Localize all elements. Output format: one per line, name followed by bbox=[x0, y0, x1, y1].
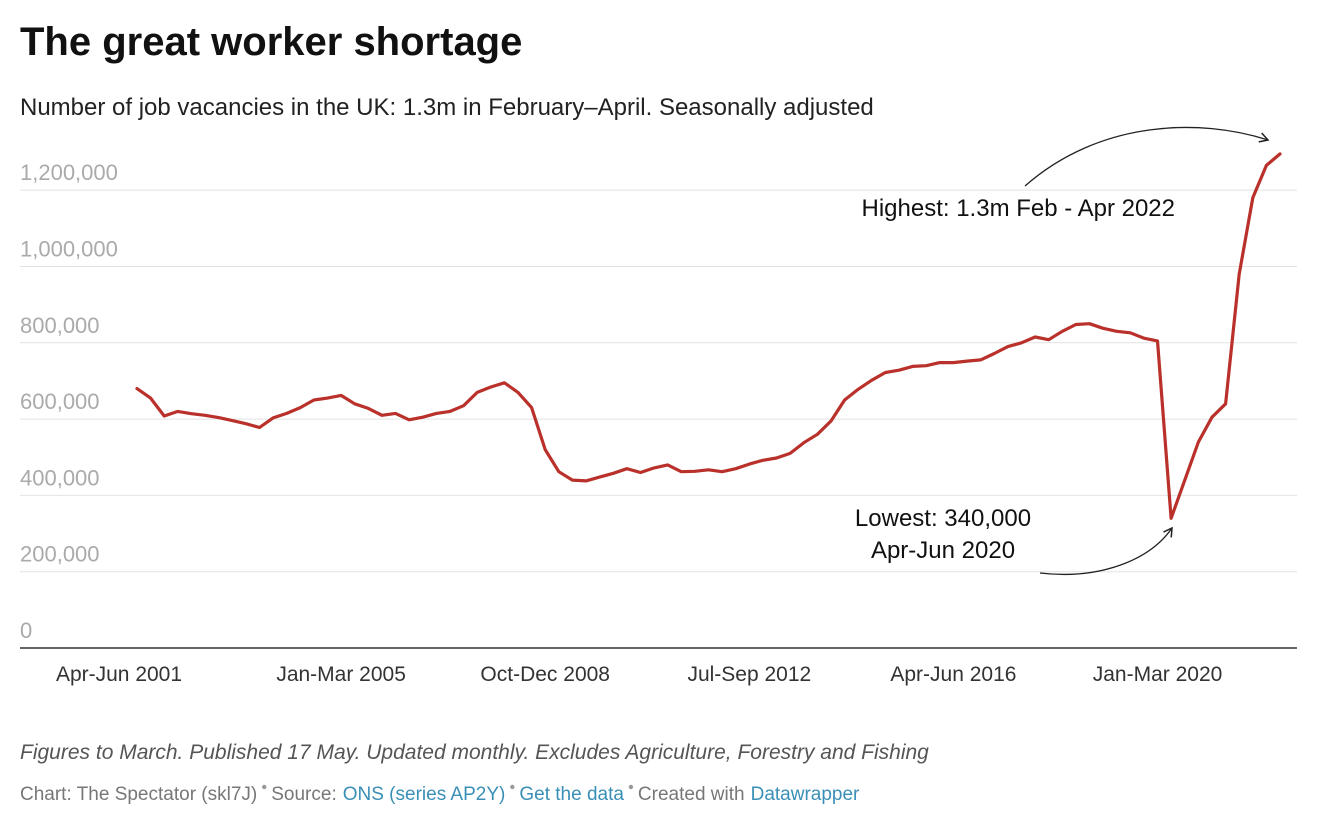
y-tick-label: 1,000,000 bbox=[20, 236, 118, 261]
credit-link[interactable]: ONS (series AP2Y) bbox=[343, 784, 506, 805]
y-tick-label: 600,000 bbox=[20, 389, 100, 414]
credit-text: Chart: The Spectator (skl7J) bbox=[20, 784, 257, 805]
credit-link[interactable]: Get the data bbox=[519, 784, 624, 805]
plot bbox=[135, 152, 1282, 520]
y-tick-label: 200,000 bbox=[20, 542, 100, 567]
annotation-high: Highest: 1.3m Feb - Apr 2022 bbox=[862, 195, 1176, 222]
x-tick-label: Oct-Dec 2008 bbox=[480, 663, 610, 686]
credit-link[interactable]: Datawrapper bbox=[751, 784, 860, 805]
credits: Chart: The Spectator (skl7J) Source: ONS (… bbox=[20, 784, 860, 805]
x-tick-label: Apr-Jun 2001 bbox=[56, 663, 182, 686]
separator bbox=[510, 784, 515, 790]
annotation-low: Lowest: 340,000 bbox=[855, 505, 1031, 532]
x-tick-label: Jul-Sep 2012 bbox=[687, 663, 811, 686]
y-tick-label: 800,000 bbox=[20, 313, 100, 338]
x-tick-label: Jan-Mar 2020 bbox=[1093, 663, 1223, 686]
note: Figures to March. Published 17 May. Upda… bbox=[20, 741, 929, 764]
y-tick-label: 400,000 bbox=[20, 465, 100, 490]
y-tick-label: 1,200,000 bbox=[20, 160, 118, 185]
grid: 0 200,000 400,000 600,000 800,000 1,000,000 1,… bbox=[20, 160, 1297, 686]
separator bbox=[628, 784, 634, 790]
separator bbox=[262, 784, 267, 790]
x-tick-label: Apr-Jun 2016 bbox=[890, 663, 1016, 686]
low-arrow bbox=[1039, 526, 1173, 576]
credit-text: Created with bbox=[638, 784, 745, 805]
line bbox=[135, 152, 1282, 520]
annotation-low: Apr-Jun 2020 bbox=[871, 537, 1015, 564]
y-tick-label: 0 bbox=[20, 618, 32, 643]
chart-title: The great worker shortage bbox=[20, 20, 522, 64]
high-arrow bbox=[1024, 126, 1270, 187]
credit-text: Source: bbox=[271, 784, 336, 805]
chart-subtitle: Number of job vacancies in the UK: 1.3m … bbox=[20, 94, 874, 121]
x-tick-label: Jan-Mar 2005 bbox=[276, 663, 406, 686]
